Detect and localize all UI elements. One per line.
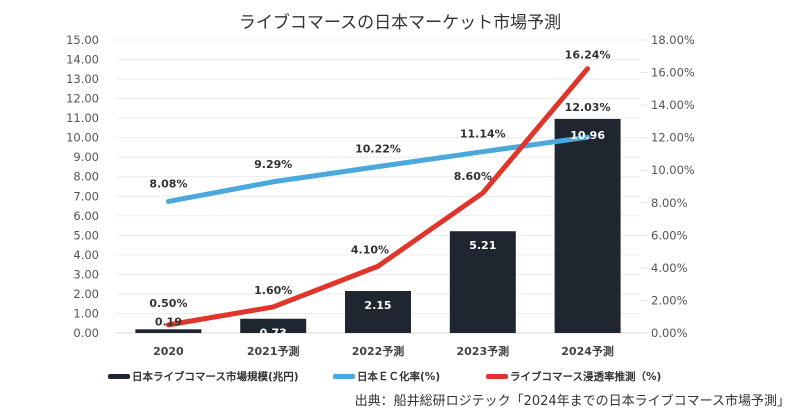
legend-label: 日本ライブコマース市場規模(兆円) [132,371,299,383]
ec-rate-label: 9.29% [254,158,292,171]
bar [554,118,621,333]
ec-rate-label: 12.03% [565,101,611,114]
data-labels: 0.19 0.73 2.15 5.21 10.96 8.08% 9.29% 10.22% 11.… [149,49,610,340]
left-axis-tick-label: 10.00 [66,131,99,145]
legend-label: 日本ＥＣ化率(%) [357,371,441,383]
bar-value-label: 2.15 [364,299,391,312]
right-axis-tick-label: 18.00% [651,33,695,47]
left-axis-tick-label: 9.00 [73,150,99,164]
right-axis-tick-label: 0.00% [651,326,688,340]
left-axis-tick-label: 7.00 [73,189,99,203]
legend-swatch-bar [108,374,130,379]
penetration-label: 4.10% [351,243,389,256]
bar-value-label: 10.96 [570,129,605,142]
chart-title: ライブコマースの日本マーケット市場予測 [238,13,562,33]
legend-label: ライブコマース浸透率推測（%) [510,371,662,383]
legend-item-market-size: 日本ライブコマース市場規模(兆円) [108,369,299,384]
left-axis-tick-label: 1.00 [73,306,99,320]
right-axis-tick-label: 10.00% [651,163,695,177]
right-axis-tick-label: 4.00% [651,261,688,275]
left-axis-ticks: 0.00 1.00 2.00 3.00 4.00 5.00 6.00 7.00 8.00 9.00… [66,33,99,340]
ec-rate-label: 8.08% [149,177,187,190]
right-axis-tick-label: 14.00% [651,98,695,112]
gridlines [116,39,640,334]
category-label: 2023予測 [456,344,509,358]
legend-swatch-red-line [486,374,508,379]
legend-item-penetration: ライブコマース浸透率推測（%) [486,369,661,384]
left-axis-tick-label: 0.00 [73,326,99,340]
bars [135,118,621,333]
source-citation: 出典：船井総研ロジテック「2024年までの日本ライブコマース市場予測」 [354,394,790,409]
ec-rate-label: 11.14% [460,128,506,141]
penetration-label: 16.24% [565,49,611,62]
left-axis-tick-label: 3.00 [73,267,99,281]
left-axis-tick-label: 15.00 [66,33,99,47]
penetration-label: 0.50% [149,297,187,310]
category-label: 2024予測 [561,344,614,358]
bar-value-label: 0.19 [155,315,182,328]
left-axis-tick-label: 11.00 [66,111,99,125]
ec-rate-label: 10.22% [355,143,401,156]
category-labels: 2020 2021予測 2022予測 2023予測 2024予測 [153,344,614,358]
left-axis-tick-label: 5.00 [73,228,99,242]
right-axis-tick-label: 16.00% [651,66,695,80]
left-axis-tick-label: 8.00 [73,170,99,184]
left-axis-tick-label: 13.00 [66,72,99,86]
lines [165,66,591,328]
bar [240,318,307,333]
right-axis-ticks: 0.00% 2.00% 4.00% 6.00% 8.00% 10.00% 12.00% 14.… [640,33,695,340]
bar [135,329,202,333]
right-axis-tick-label: 2.00% [651,293,688,307]
left-axis-tick-label: 2.00 [73,287,99,301]
category-label: 2021予測 [247,344,300,358]
category-label: 2022予測 [352,344,405,358]
legend-swatch-blue-line [333,374,355,379]
penetration-label: 8.60% [454,170,492,183]
legend-item-ec-rate: 日本ＥＣ化率(%) [333,369,440,384]
category-label: 2020 [153,345,184,358]
left-axis-tick-label: 14.00 [66,53,99,67]
right-axis-tick-label: 6.00% [651,228,688,242]
left-axis-tick-label: 6.00 [73,209,99,223]
right-axis-tick-label: 8.00% [651,196,688,210]
bar-value-label: 5.21 [469,239,496,252]
left-axis-tick-label: 4.00 [73,248,99,262]
bar [345,291,411,333]
right-axis-tick-label: 12.00% [651,131,695,145]
bar-value-label: 0.73 [260,327,287,340]
bar [449,231,516,333]
left-axis-tick-label: 12.00 [66,92,99,106]
penetration-label: 1.60% [254,284,292,297]
